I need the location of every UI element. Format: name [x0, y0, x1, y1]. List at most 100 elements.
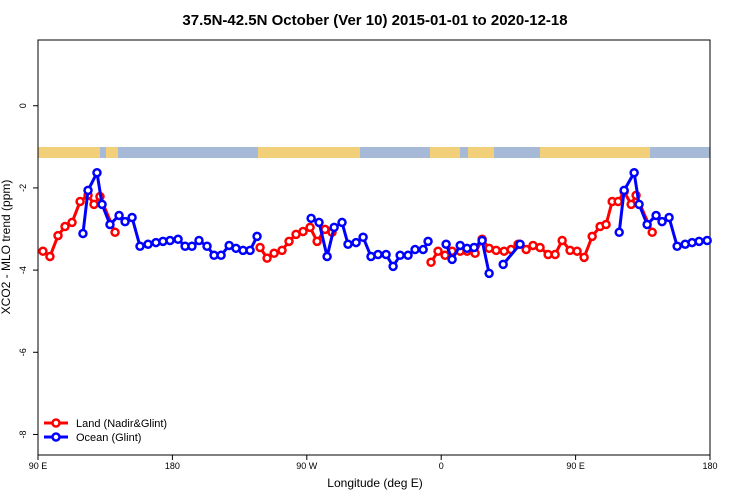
data-point: [262, 253, 272, 263]
data-point: [143, 239, 153, 249]
data-point: [418, 244, 428, 255]
data-point: [694, 236, 704, 247]
data-point: [187, 241, 197, 252]
data-point: [312, 236, 322, 247]
x-tick-label: 90 E: [566, 461, 585, 471]
data-point: [105, 219, 115, 230]
data-point: [426, 257, 436, 268]
y-tick-label: -4: [18, 266, 28, 274]
data-point: [395, 250, 405, 261]
data-point: [619, 185, 629, 196]
x-tick-label: 180: [702, 461, 717, 471]
series-line: [81, 167, 708, 274]
data-point: [477, 235, 487, 246]
data-point: [403, 250, 413, 261]
data-point: [78, 228, 88, 239]
data-point: [642, 219, 652, 230]
data-point: [702, 235, 712, 246]
data-point: [672, 241, 682, 252]
x-tick-label: 180: [165, 461, 180, 471]
y-tick-label: -8: [18, 430, 28, 438]
data-point: [587, 231, 597, 242]
data-point: [447, 254, 457, 265]
data-point: [498, 259, 508, 270]
data-point: [337, 217, 347, 228]
data-point: [614, 227, 624, 238]
data-point: [314, 217, 324, 228]
x-tick-label: 90 E: [29, 461, 48, 471]
data-point: [322, 251, 332, 262]
data-point: [433, 246, 443, 256]
data-point: [67, 217, 77, 228]
plot-frame: [37, 39, 711, 456]
map-strip: [38, 147, 710, 158]
data-point: [306, 213, 316, 224]
data-point: [298, 226, 308, 237]
data-point: [381, 249, 391, 260]
data-point: [202, 241, 212, 252]
legend-marker: [51, 418, 61, 428]
data-point: [579, 252, 589, 263]
y-tick-label: -6: [18, 348, 28, 356]
data-point: [664, 212, 674, 223]
data-point: [269, 248, 279, 259]
data-point: [657, 216, 667, 227]
data-point: [550, 249, 560, 260]
data-point: [557, 235, 567, 246]
legend-label: Land (Nadir&Glint): [76, 418, 167, 430]
data-point: [440, 250, 450, 261]
x-axis-label: Longitude (deg E): [327, 476, 422, 490]
data-point: [60, 221, 70, 232]
legend-label: Ocean (Glint): [76, 432, 141, 444]
data-point: [114, 210, 124, 221]
data-point: [165, 235, 175, 246]
data-point: [491, 245, 501, 256]
data-point: [647, 227, 657, 238]
data-point: [75, 196, 85, 207]
data-point: [194, 235, 204, 246]
chart-title: 37.5N-42.5N October (Ver 10) 2015-01-01 …: [182, 12, 567, 29]
data-point: [45, 251, 55, 262]
data-point: [521, 244, 531, 255]
data-point: [110, 227, 120, 238]
data-point: [423, 236, 433, 247]
data-point: [343, 239, 353, 249]
data-point: [535, 242, 545, 253]
data-point: [388, 261, 398, 272]
data-point: [601, 219, 611, 230]
x-tick-label: 0: [439, 461, 444, 471]
data-point: [572, 246, 582, 256]
data-point: [441, 239, 451, 249]
y-tick-label: 0: [18, 103, 28, 108]
data-point: [120, 216, 130, 227]
data-point: [252, 231, 262, 242]
data-point: [484, 268, 494, 279]
data-point: [216, 250, 226, 261]
data-point: [38, 246, 48, 256]
data-point: [613, 196, 623, 207]
data-point: [305, 222, 315, 233]
plot-layer: 90 E 180 90 W 0 90 E 180 0 -2 -4 -6 -8 Land (Nadir&…: [18, 103, 718, 471]
legend-marker: [51, 432, 61, 442]
data-point: [127, 212, 137, 223]
data-point: [634, 199, 644, 210]
data-point: [358, 232, 368, 242]
data-point: [626, 199, 636, 210]
data-point: [515, 239, 525, 249]
data-point: [92, 167, 102, 178]
data-point: [83, 185, 93, 196]
y-axis-label: XCO2 - MLO trend (ppm): [0, 180, 13, 315]
data-point: [53, 230, 63, 241]
data-point: [629, 167, 639, 178]
data-point: [469, 242, 479, 253]
data-point: [245, 245, 255, 256]
data-point: [277, 245, 287, 256]
data-point: [89, 199, 99, 210]
data-point: [135, 241, 145, 252]
data-point: [410, 244, 420, 255]
data-point: [284, 236, 294, 247]
data-point: [351, 237, 361, 248]
data-point: [97, 199, 107, 210]
